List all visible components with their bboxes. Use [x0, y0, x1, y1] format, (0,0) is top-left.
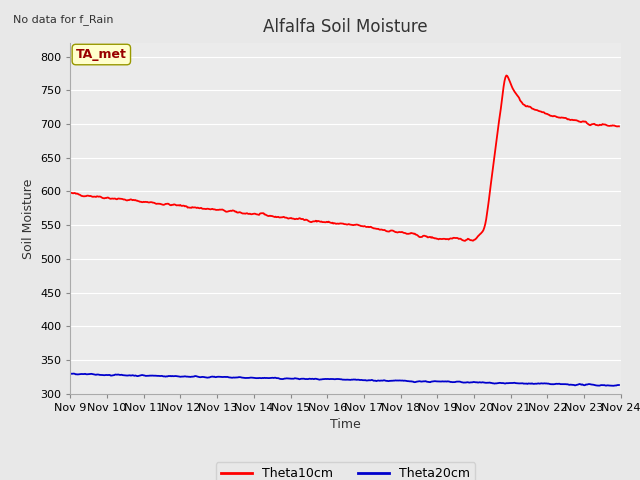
- Theta20cm: [316, 377, 323, 383]
- Text: TA_met: TA_met: [76, 48, 127, 61]
- X-axis label: Time: Time: [330, 418, 361, 431]
- Theta20cm: [164, 373, 172, 379]
- Theta10cm: [433, 236, 440, 241]
- Theta20cm: [391, 378, 399, 384]
- Theta10cm: [164, 201, 172, 206]
- Theta10cm: [315, 218, 323, 224]
- Legend: Theta10cm, Theta20cm: Theta10cm, Theta20cm: [216, 462, 476, 480]
- Theta20cm: [481, 380, 488, 385]
- Theta10cm: [615, 123, 623, 129]
- Theta20cm: [70, 371, 78, 376]
- Line: Theta10cm: Theta10cm: [70, 75, 619, 241]
- Theta20cm: [67, 371, 74, 377]
- Title: Alfalfa Soil Moisture: Alfalfa Soil Moisture: [263, 18, 428, 36]
- Line: Theta20cm: Theta20cm: [70, 373, 619, 386]
- Theta20cm: [609, 383, 616, 389]
- Theta10cm: [502, 72, 510, 78]
- Theta10cm: [67, 190, 74, 196]
- Y-axis label: Soil Moisture: Soil Moisture: [22, 178, 35, 259]
- Theta10cm: [481, 225, 488, 230]
- Theta20cm: [209, 374, 216, 380]
- Theta10cm: [207, 206, 215, 212]
- Text: No data for f_Rain: No data for f_Rain: [13, 14, 113, 25]
- Theta20cm: [434, 379, 442, 384]
- Theta20cm: [615, 382, 623, 388]
- Theta10cm: [390, 228, 397, 234]
- Theta10cm: [461, 238, 469, 244]
